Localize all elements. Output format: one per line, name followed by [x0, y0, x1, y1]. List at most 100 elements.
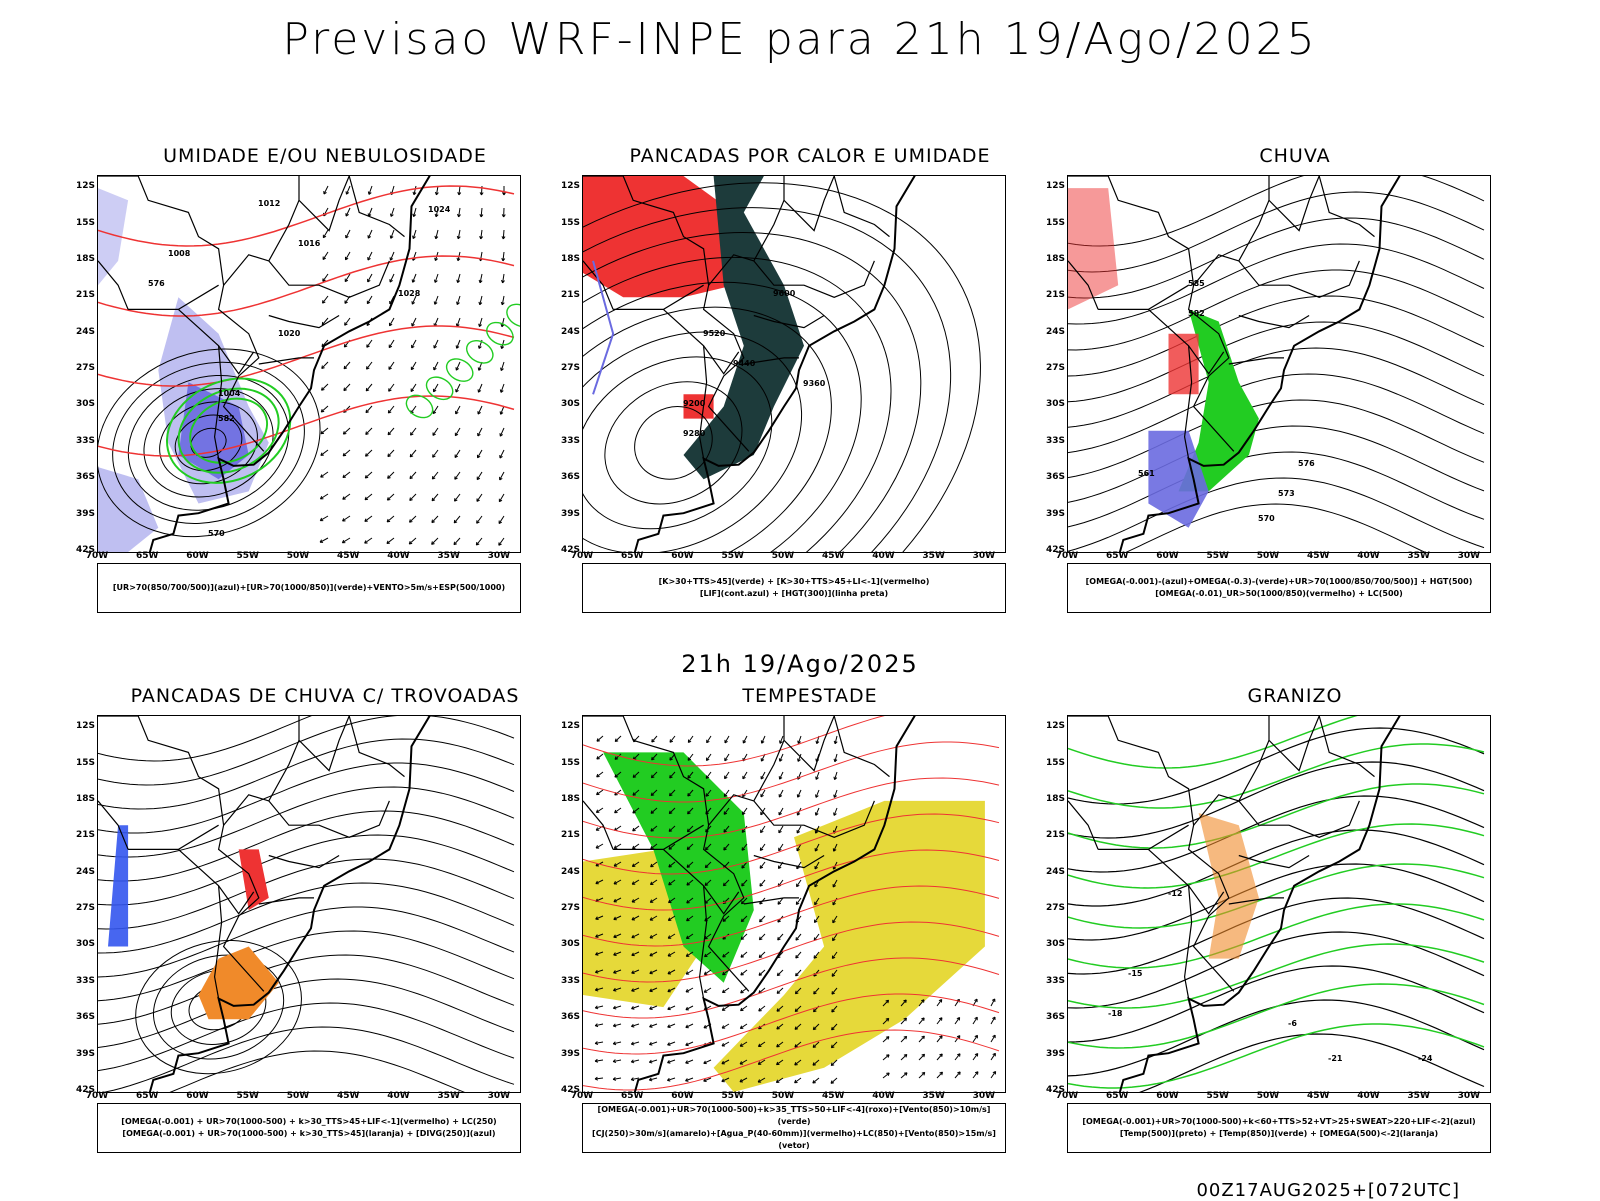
wind-vector [797, 826, 801, 833]
wind-vector [432, 472, 438, 479]
wind-vector [740, 1024, 747, 1028]
longitude-tick-label: 45W [1303, 551, 1333, 561]
longitude-tick-label: 35W [434, 551, 464, 561]
wind-vector [388, 428, 394, 435]
wind-vector [595, 1059, 603, 1062]
shaded-area [1199, 813, 1259, 959]
wind-vector [725, 736, 729, 743]
latitude-tick-label: 27S [1045, 363, 1065, 373]
wind-vector [742, 808, 747, 815]
wind-vector [500, 406, 504, 414]
contour-label: 1028 [398, 289, 421, 298]
wind-vector [649, 1042, 657, 1045]
contour-line [1068, 728, 1484, 804]
longitude-tick-label: 30W [484, 551, 514, 561]
wind-vector [670, 736, 675, 742]
longitude-tick-label: 40W [383, 1091, 413, 1101]
wind-vector [760, 880, 765, 886]
contour-label: 585 [1188, 279, 1205, 288]
wind-vector [688, 754, 693, 760]
wind-vector [991, 1071, 996, 1078]
latitude-tick-label: 27S [75, 903, 95, 913]
longitude-tick-label: 50W [1253, 1091, 1283, 1101]
wind-vector [686, 1060, 693, 1063]
wind-vector [779, 790, 783, 797]
wind-vector [479, 318, 482, 327]
wind-vector [480, 230, 483, 239]
longitude-tick-label: 65W [617, 551, 647, 561]
contour-line [1068, 426, 1484, 502]
longitude-tick-label: 55W [1203, 551, 1233, 561]
latitude-tick-label: 39S [1045, 509, 1065, 519]
political-border [663, 309, 738, 373]
wind-vector [815, 808, 819, 815]
wind-vector [780, 736, 783, 743]
contour-line [98, 907, 514, 977]
wind-vector [432, 538, 438, 544]
latitude-tick-label: 30S [560, 399, 580, 409]
political-border [1269, 716, 1319, 771]
latitude-tick-label: 36S [1045, 1012, 1065, 1022]
wind-vector [320, 516, 328, 521]
wind-vector [937, 1054, 942, 1060]
latitude-tick-label: 12S [1045, 181, 1065, 191]
longitude-tick-label: 60W [667, 551, 697, 561]
longitude-tick-label: 45W [1303, 1091, 1333, 1101]
latitude-tick-label: 15S [1045, 218, 1065, 228]
wind-vector [345, 318, 350, 325]
wind-vector [455, 428, 460, 436]
forecast-run-footer: 00Z17AUG2025+[072UTC] [1196, 1180, 1460, 1201]
wind-vector [596, 790, 603, 795]
wind-vector [615, 736, 621, 742]
wind-vector [722, 1024, 729, 1028]
political-border [1239, 316, 1309, 328]
middle-date: 21h 19/Ago/2025 [0, 650, 1600, 678]
wind-vector [434, 318, 438, 326]
wind-vector [668, 1006, 675, 1010]
wind-vector [389, 384, 394, 391]
contour-line [1068, 1000, 1484, 1076]
wind-vector [346, 230, 350, 238]
wind-vector [761, 772, 765, 779]
longitude-tick-label: 30W [1454, 1091, 1484, 1101]
wind-vector [457, 230, 460, 239]
political-border [583, 801, 613, 850]
legend-line: [OMEGA(-0.01)_UR>50(1000/850)(vermelho) … [1068, 588, 1490, 600]
latitude-tick-label: 27S [560, 903, 580, 913]
wind-vector [365, 472, 372, 478]
latitude-tick-label: 36S [75, 1012, 95, 1022]
political-border [1098, 825, 1189, 849]
wind-vector [919, 1072, 925, 1078]
longitude-tick-label: 40W [1353, 1091, 1383, 1101]
latitude-tick-label: 39S [560, 1049, 580, 1059]
legend-line: [OMEGA(-0.001)+UR>70(1000-500)+k<60+TTS>… [1068, 1116, 1490, 1128]
contour-line [1068, 244, 1484, 324]
wind-vector [434, 296, 438, 304]
wind-vector [478, 384, 482, 392]
wind-vector [761, 790, 765, 797]
wind-vector [323, 230, 328, 238]
wind-vector [412, 340, 416, 348]
contour-label: 582 [218, 414, 235, 423]
wind-vector [743, 736, 747, 743]
longitude-tick-label: 30W [969, 1091, 999, 1101]
wind-vector [343, 516, 350, 521]
wind-vector [390, 230, 394, 238]
wind-vector [321, 406, 328, 412]
wind-vector [796, 898, 801, 905]
wind-vector [477, 450, 482, 458]
wind-vector [649, 1024, 657, 1027]
political-border [224, 740, 299, 825]
latitude-tick-label: 30S [1045, 399, 1065, 409]
wind-vector [901, 1055, 907, 1060]
wind-vector [479, 274, 482, 283]
wind-vector [632, 844, 639, 849]
political-border [1194, 740, 1269, 825]
latitude-tick-label: 33S [1045, 436, 1065, 446]
contour-label: 570 [208, 529, 225, 538]
wind-vector [761, 736, 765, 743]
wind-vector [973, 1054, 978, 1060]
longitude-tick-label: 60W [1152, 1091, 1182, 1101]
